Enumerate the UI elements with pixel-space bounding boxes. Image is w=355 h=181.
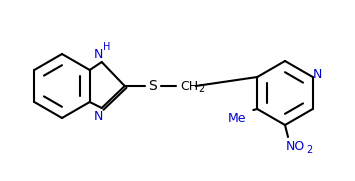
Text: 2: 2 [198, 84, 205, 94]
Text: S: S [148, 79, 157, 93]
Text: N: N [94, 110, 103, 123]
Text: CH: CH [181, 79, 199, 92]
Text: H: H [103, 42, 110, 52]
Text: N: N [94, 47, 103, 60]
Text: Me: Me [228, 113, 246, 125]
Text: NO: NO [285, 140, 305, 153]
Text: 2: 2 [306, 145, 312, 155]
Text: N: N [313, 68, 322, 81]
